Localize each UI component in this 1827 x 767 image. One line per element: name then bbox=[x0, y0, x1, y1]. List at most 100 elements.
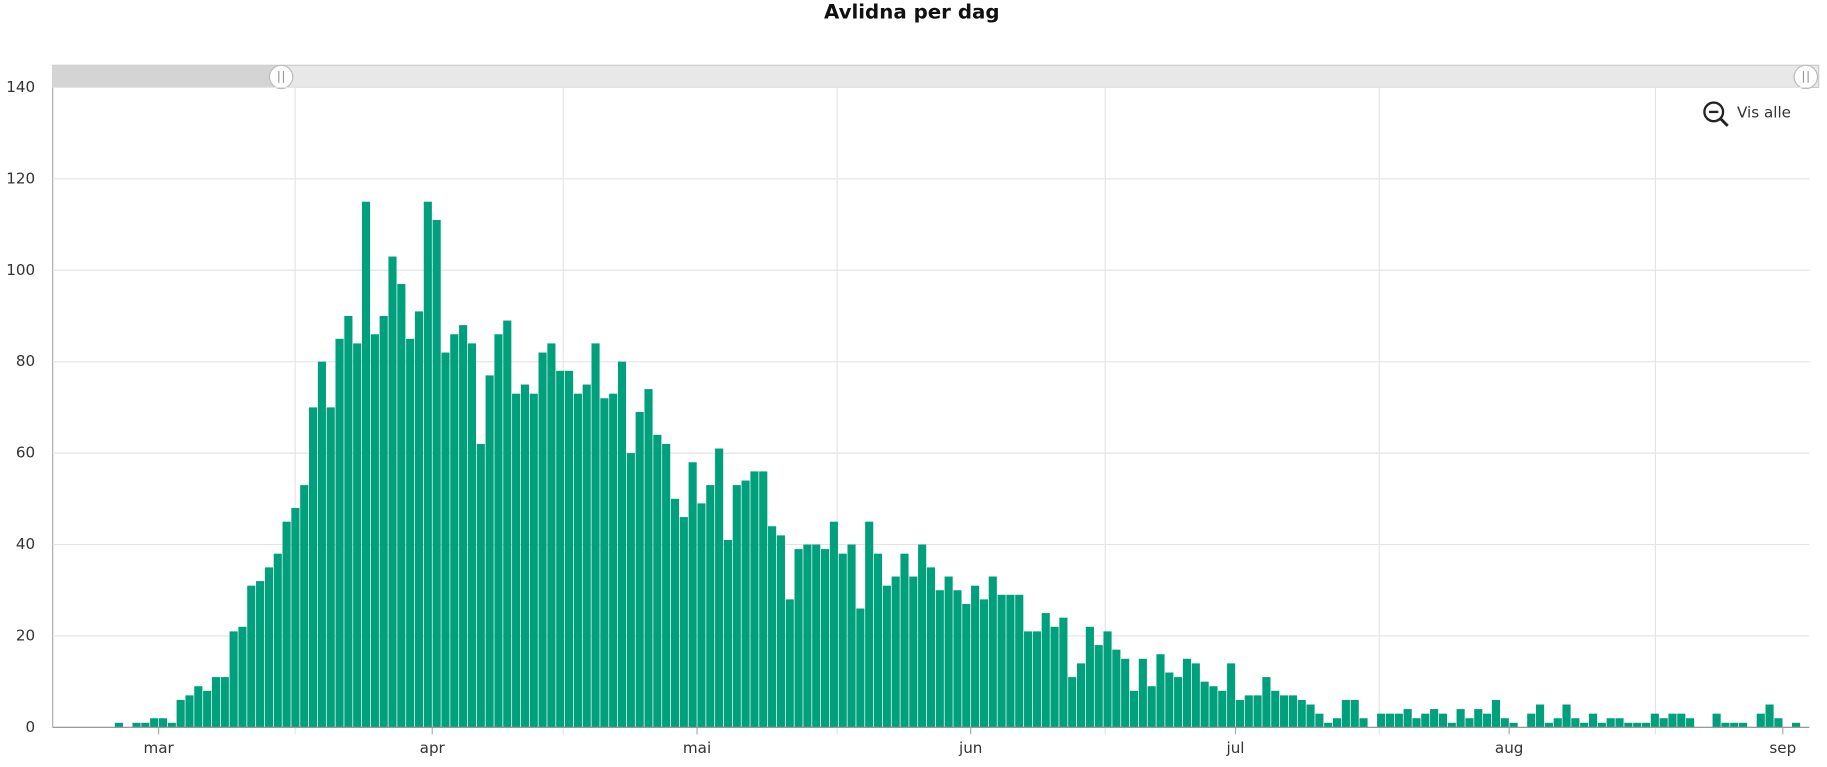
range-slider[interactable] bbox=[52, 64, 1820, 90]
bar bbox=[1791, 722, 1801, 728]
bar bbox=[1218, 690, 1227, 728]
bar bbox=[918, 544, 927, 728]
bar bbox=[644, 389, 653, 728]
bar bbox=[185, 695, 194, 728]
bar bbox=[741, 480, 750, 728]
y-tick-label: 20 bbox=[16, 626, 35, 644]
bar bbox=[1394, 713, 1403, 728]
bar bbox=[1024, 631, 1033, 728]
bar bbox=[556, 370, 565, 728]
bar bbox=[176, 699, 185, 728]
bar bbox=[1456, 709, 1465, 728]
slider-handle[interactable] bbox=[268, 64, 294, 90]
bar bbox=[273, 553, 282, 728]
bar bbox=[476, 443, 485, 728]
bar bbox=[247, 585, 256, 728]
bar bbox=[776, 535, 785, 728]
bar bbox=[1756, 713, 1765, 728]
bar bbox=[485, 375, 494, 728]
bar bbox=[715, 448, 724, 728]
bar bbox=[600, 398, 609, 728]
bar bbox=[467, 343, 477, 728]
zoom-icon[interactable] bbox=[1703, 101, 1725, 123]
bar bbox=[997, 594, 1006, 728]
bar bbox=[706, 485, 715, 728]
bar bbox=[617, 361, 627, 728]
bar bbox=[1359, 718, 1368, 728]
bar bbox=[1041, 613, 1050, 728]
zoom-icon-handle bbox=[1719, 117, 1729, 127]
bar bbox=[1244, 695, 1253, 728]
bar bbox=[1606, 718, 1615, 728]
bar bbox=[1739, 722, 1748, 728]
x-tick-label: sep bbox=[1769, 739, 1796, 757]
bar bbox=[653, 434, 662, 728]
bar bbox=[865, 521, 874, 728]
bar bbox=[1129, 690, 1139, 728]
bar bbox=[1641, 722, 1651, 728]
bar bbox=[785, 599, 794, 728]
bar bbox=[1112, 649, 1121, 728]
bar bbox=[1306, 704, 1315, 728]
bar bbox=[926, 567, 936, 728]
bar bbox=[194, 686, 203, 728]
bar bbox=[1421, 713, 1430, 728]
bar bbox=[1156, 654, 1165, 728]
bar bbox=[1571, 718, 1580, 728]
reset-zoom-label[interactable]: Vis alle bbox=[1737, 104, 1791, 122]
slider-track[interactable] bbox=[52, 64, 1820, 89]
bar bbox=[1191, 663, 1200, 728]
bar bbox=[591, 343, 600, 728]
bar bbox=[379, 315, 388, 728]
bar bbox=[1430, 709, 1439, 728]
bar bbox=[1200, 681, 1209, 728]
bar bbox=[1262, 677, 1271, 728]
y-tick-label: 120 bbox=[6, 169, 35, 187]
bar bbox=[150, 718, 159, 728]
y-tick-label: 100 bbox=[6, 261, 35, 279]
bar bbox=[1297, 699, 1306, 728]
bar bbox=[335, 338, 344, 728]
bar bbox=[697, 503, 706, 728]
reset-zoom-button[interactable]: Vis alle bbox=[1703, 101, 1791, 127]
bar bbox=[1332, 718, 1342, 728]
bar bbox=[1271, 690, 1280, 728]
bar bbox=[414, 311, 424, 728]
bar bbox=[1668, 713, 1677, 728]
bar bbox=[1182, 658, 1192, 728]
bar bbox=[1288, 695, 1297, 728]
bar bbox=[1624, 722, 1633, 728]
x-tick-label: jun bbox=[958, 739, 982, 757]
bar bbox=[1138, 658, 1147, 728]
bar bbox=[238, 626, 247, 728]
bar bbox=[1103, 631, 1112, 728]
bar bbox=[670, 498, 680, 728]
x-tick-label: aug bbox=[1495, 739, 1524, 757]
bar bbox=[1474, 709, 1483, 728]
bar bbox=[1712, 713, 1721, 728]
bar bbox=[538, 352, 547, 728]
bar bbox=[300, 485, 309, 728]
bar bbox=[1350, 699, 1359, 728]
slider-handle[interactable] bbox=[1793, 64, 1819, 90]
bar bbox=[441, 352, 450, 728]
bar bbox=[256, 581, 265, 728]
bar bbox=[1253, 695, 1262, 728]
bar bbox=[565, 370, 574, 728]
bar bbox=[1659, 718, 1668, 728]
bar bbox=[1280, 695, 1289, 728]
bar bbox=[1730, 722, 1739, 728]
plot-area: 0 20 40 60 80 100 120 140 mar apr mai jun jul aug sep bbox=[6, 78, 1810, 757]
bar bbox=[1006, 594, 1015, 728]
bar bbox=[1677, 713, 1686, 728]
bar bbox=[829, 521, 838, 728]
bar bbox=[1527, 713, 1536, 728]
bar bbox=[662, 443, 671, 728]
bar bbox=[1227, 663, 1236, 728]
bar bbox=[203, 690, 212, 728]
bar bbox=[309, 407, 318, 728]
bar bbox=[344, 315, 353, 728]
bar bbox=[873, 553, 883, 728]
bar bbox=[679, 517, 688, 728]
